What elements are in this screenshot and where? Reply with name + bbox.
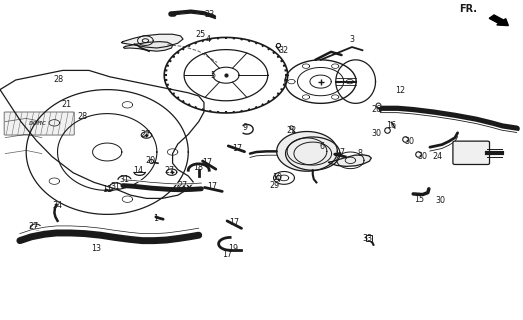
Text: 22: 22 — [287, 126, 297, 135]
Text: 24: 24 — [432, 152, 442, 161]
Text: 5: 5 — [211, 71, 216, 80]
Text: 29: 29 — [269, 181, 279, 190]
Polygon shape — [328, 155, 371, 166]
Text: 21: 21 — [61, 100, 72, 109]
Text: DOHC: DOHC — [29, 121, 47, 126]
Text: 8: 8 — [357, 149, 362, 158]
Text: 19: 19 — [228, 244, 238, 253]
Text: 17: 17 — [222, 250, 233, 259]
FancyBboxPatch shape — [453, 141, 490, 164]
Text: 10: 10 — [272, 173, 282, 182]
Text: 31: 31 — [119, 175, 129, 184]
Text: 31: 31 — [110, 182, 120, 191]
Text: 15: 15 — [414, 196, 425, 204]
Text: 6: 6 — [319, 142, 324, 151]
Text: 17: 17 — [229, 218, 239, 227]
Text: 27: 27 — [165, 166, 175, 175]
Polygon shape — [277, 132, 337, 171]
FancyArrow shape — [489, 15, 508, 26]
Text: 17: 17 — [202, 158, 213, 167]
Text: 30: 30 — [371, 129, 382, 138]
Text: 4: 4 — [206, 35, 211, 44]
Text: 26: 26 — [371, 105, 381, 114]
Text: 27: 27 — [140, 130, 151, 139]
Text: 25: 25 — [195, 30, 206, 39]
Text: 11: 11 — [101, 185, 112, 194]
Text: FR.: FR. — [459, 4, 477, 14]
Text: 30: 30 — [436, 196, 446, 205]
Polygon shape — [123, 42, 173, 51]
Text: 18: 18 — [192, 163, 203, 172]
Text: 9: 9 — [242, 123, 247, 132]
Text: 30: 30 — [404, 137, 414, 146]
Text: 13: 13 — [90, 244, 101, 253]
Text: 3: 3 — [349, 36, 354, 44]
Text: 1: 1 — [153, 214, 158, 223]
Text: 16: 16 — [386, 121, 396, 130]
Text: 28: 28 — [77, 112, 88, 121]
Text: 23: 23 — [204, 10, 214, 19]
Text: 33: 33 — [362, 234, 372, 243]
Text: 27: 27 — [177, 181, 187, 190]
Text: 20: 20 — [145, 156, 156, 165]
Text: 28: 28 — [53, 75, 64, 84]
Text: 34: 34 — [52, 201, 62, 210]
Text: 17: 17 — [232, 144, 242, 153]
Text: 27: 27 — [29, 222, 39, 231]
Text: 14: 14 — [133, 166, 144, 175]
Text: 12: 12 — [395, 86, 406, 95]
FancyBboxPatch shape — [4, 112, 74, 135]
Text: 7: 7 — [339, 148, 345, 157]
Text: 17: 17 — [207, 182, 218, 191]
Polygon shape — [121, 34, 183, 48]
Text: 30: 30 — [417, 152, 428, 161]
Text: 32: 32 — [278, 46, 289, 55]
